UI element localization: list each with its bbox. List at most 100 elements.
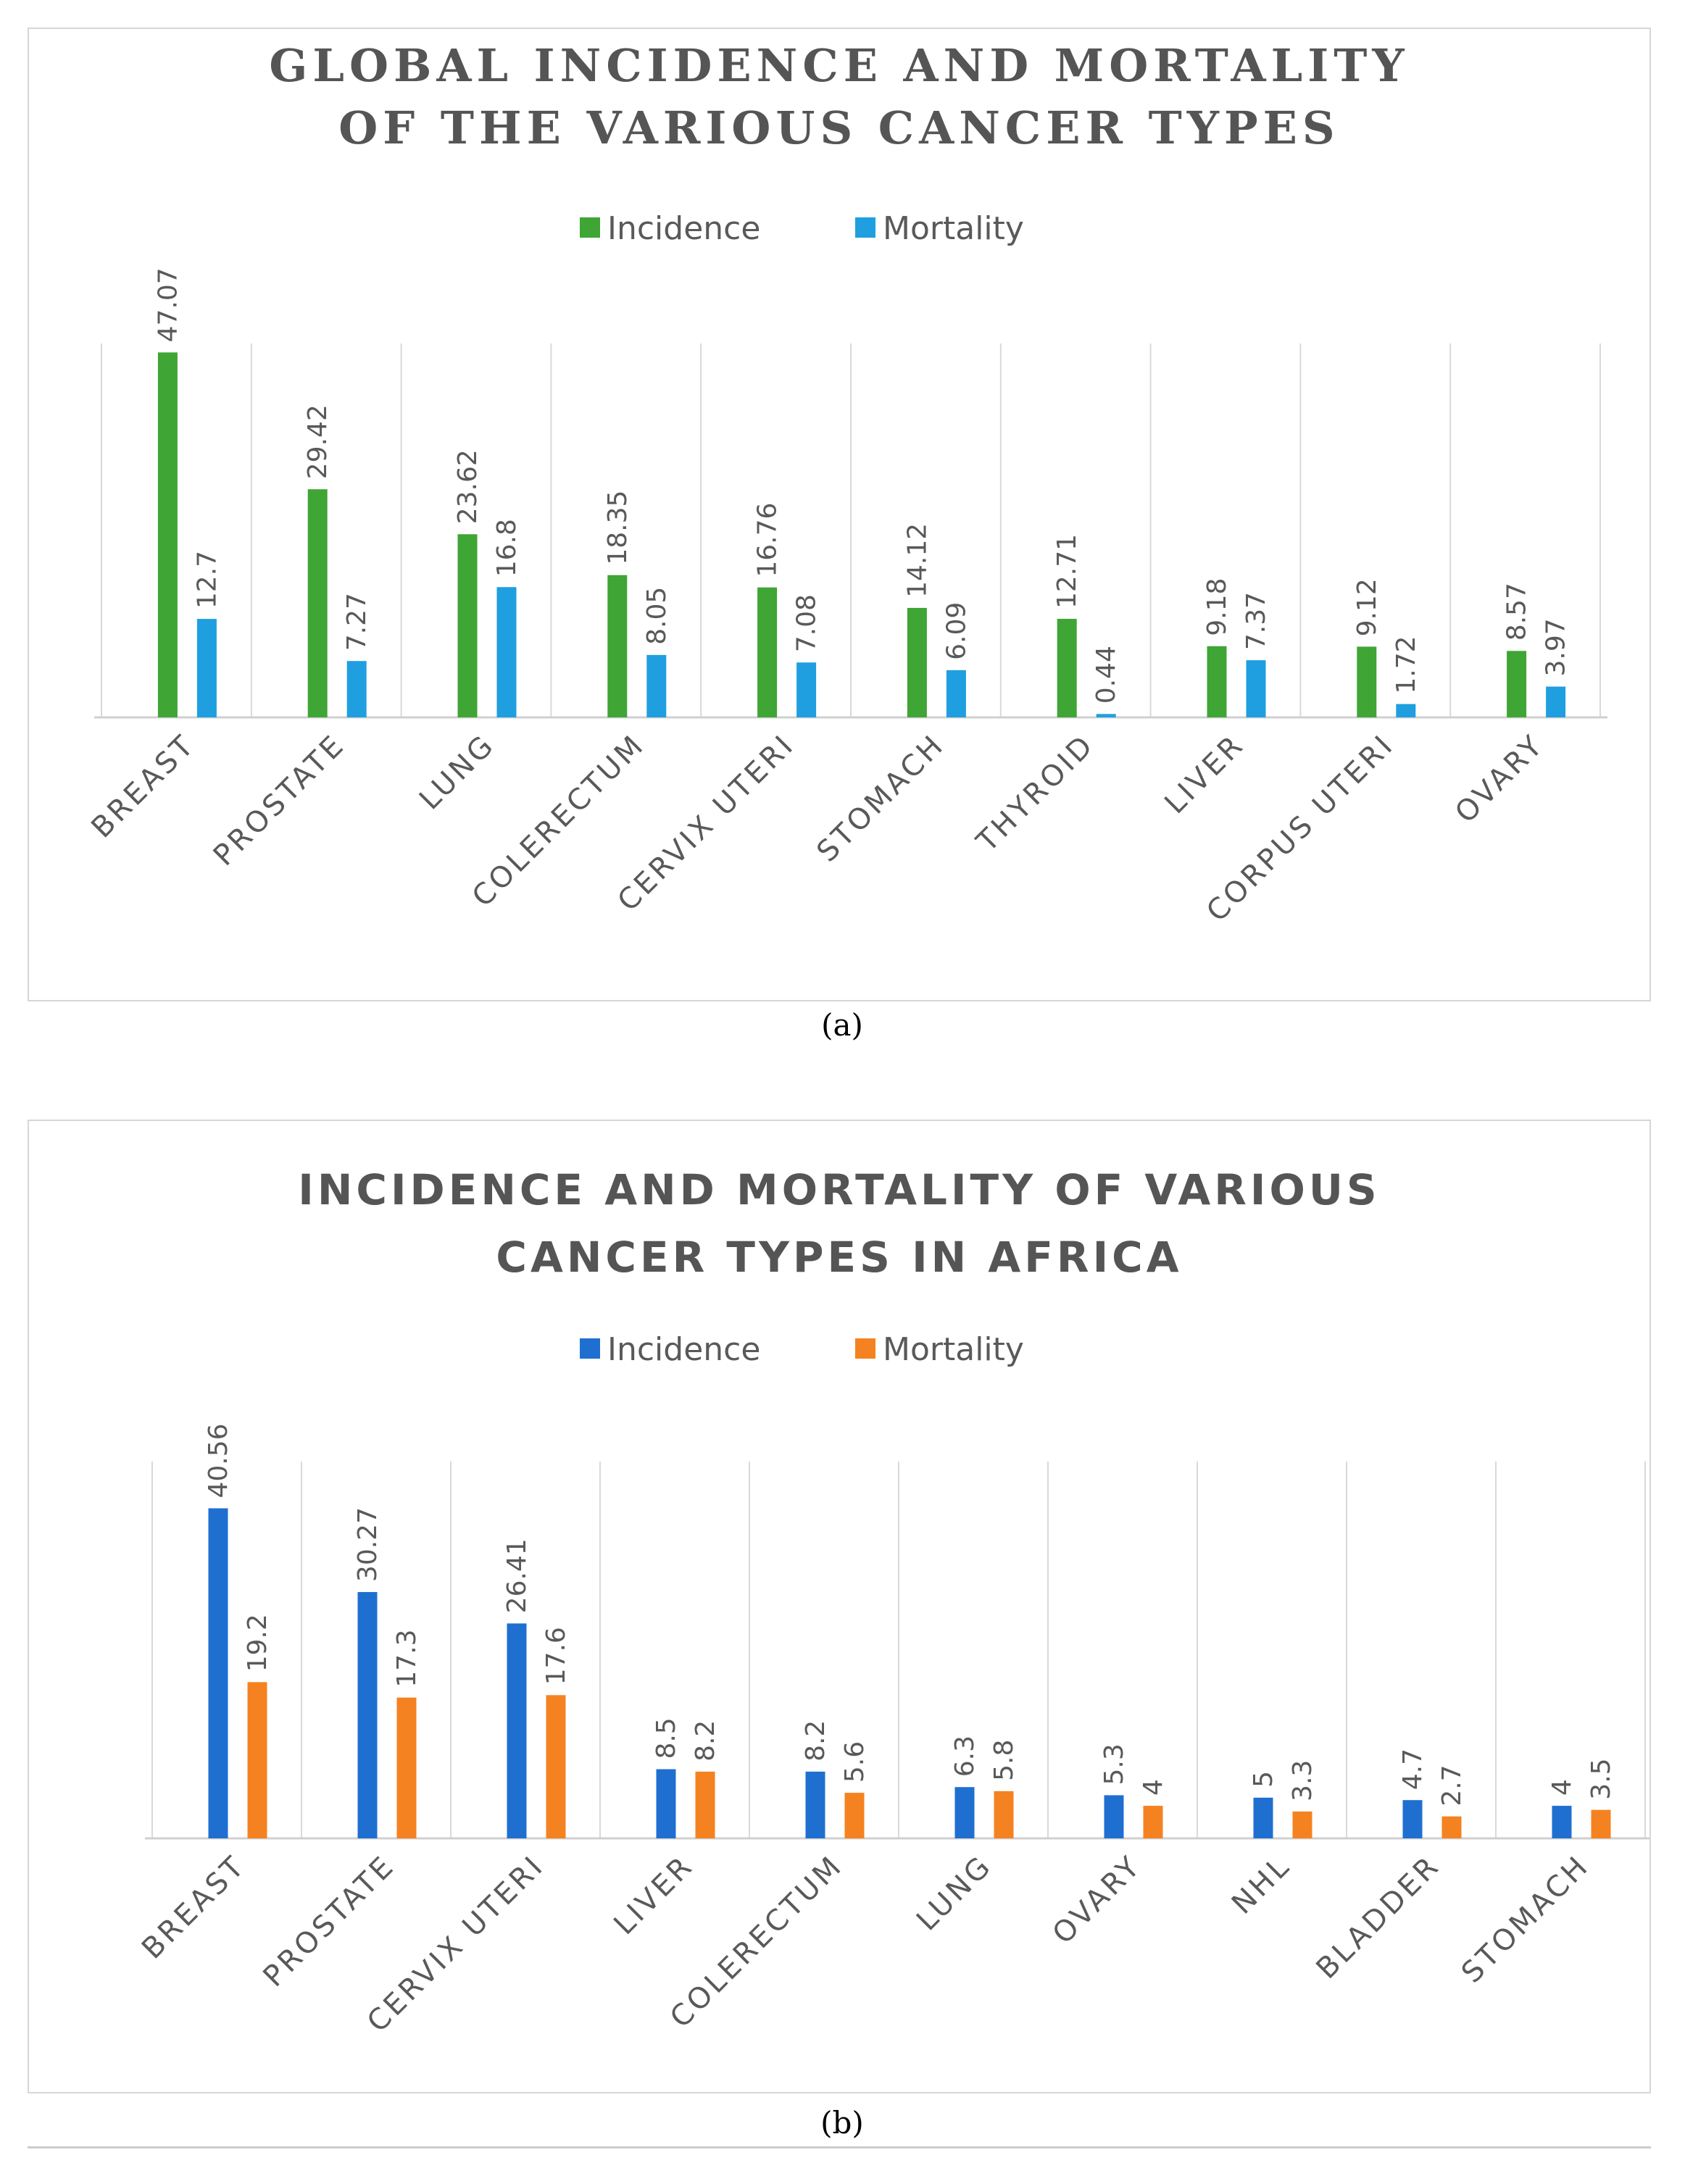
- chart-a-bar-mortality: [1096, 714, 1116, 717]
- chart-b-value-label: 26.41: [502, 1538, 532, 1613]
- chart-a-value-label: 1.72: [1391, 635, 1421, 693]
- chart-a-bar-incidence: [157, 352, 178, 717]
- chart-a-value-label: 12.71: [1052, 534, 1082, 609]
- chart-a-legend-label-incidence: Incidence: [607, 210, 760, 247]
- chart-a-value-label: 47.07: [153, 267, 183, 342]
- chart-b-category-label: OVARY: [1047, 1849, 1148, 1951]
- chart-a-bar-mortality: [496, 587, 517, 717]
- chart-a-value-label: 3.97: [1542, 618, 1571, 676]
- chart-b-bar-mortality: [396, 1697, 417, 1838]
- chart-b-value-label: 4: [1139, 1779, 1168, 1796]
- chart-b-bar-incidence: [1104, 1795, 1124, 1838]
- chart-b-value-label: 5.8: [989, 1740, 1019, 1781]
- chart-a-value-label: 6.09: [941, 602, 971, 660]
- caption-a: (a): [821, 1007, 863, 1043]
- chart-b-legend-label-incidence: Incidence: [607, 1331, 760, 1368]
- chart-a-bar-mortality: [946, 670, 966, 717]
- chart-a-value-label: 23.62: [453, 449, 483, 524]
- chart-a-svg: GLOBAL INCIDENCE AND MORTALITY OF THE VAR…: [85, 39, 1607, 928]
- chart-a-title-line-2: OF THE VARIOUS CANCER TYPES: [338, 101, 1339, 154]
- chart-b-value-label: 5: [1249, 1771, 1278, 1788]
- chart-b-category-label: NHL: [1226, 1849, 1297, 1921]
- chart-panel-b: INCIDENCE AND MORTALITY OF VARIOUS CANCER…: [28, 1120, 1651, 2093]
- chart-a-value-label: 0.44: [1091, 646, 1121, 704]
- bottom-divider: [28, 2146, 1651, 2148]
- chart-b-category-label: BREAST: [136, 1849, 252, 1966]
- chart-a-value-label: 14.12: [902, 523, 932, 598]
- chart-b-bar-incidence: [208, 1508, 228, 1838]
- chart-a-bar-incidence: [457, 534, 478, 717]
- chart-a-bar-mortality: [196, 619, 217, 717]
- chart-a-category-label: STOMACH: [810, 728, 951, 869]
- chart-b-category-label: LUNG: [910, 1849, 999, 1938]
- chart-a-category-label: LIVER: [1158, 728, 1251, 821]
- chart-a-value-label: 8.05: [642, 587, 672, 645]
- chart-b-legend-swatch-incidence: [580, 1338, 600, 1359]
- chart-panel-a: GLOBAL INCIDENCE AND MORTALITY OF THE VAR…: [28, 28, 1651, 1001]
- chart-a-bar-incidence: [1357, 646, 1377, 717]
- chart-a-bar-mortality: [1396, 704, 1416, 717]
- chart-b-value-label: 17.6: [541, 1627, 571, 1685]
- chart-a-category-label: PROSTATE: [207, 728, 351, 872]
- chart-b-value-label: 3.3: [1288, 1760, 1318, 1801]
- chart-b-value-label: 8.2: [801, 1720, 831, 1762]
- chart-a-bar-incidence: [1507, 651, 1527, 717]
- chart-b-bar-mortality: [1591, 1809, 1611, 1838]
- chart-b-category-label: LIVER: [607, 1849, 700, 1942]
- chart-b-bar-mortality: [1292, 1811, 1312, 1838]
- chart-a-bar-mortality: [646, 654, 667, 717]
- chart-b-value-label: 4.7: [1398, 1749, 1428, 1790]
- caption-b: (b): [820, 2105, 864, 2141]
- chart-b-svg: INCIDENCE AND MORTALITY OF VARIOUS CANCER…: [136, 1165, 1649, 2039]
- chart-b-value-label: 3.5: [1586, 1758, 1616, 1799]
- chart-b-legend-swatch-mortality: [855, 1338, 875, 1359]
- chart-b-title-line-2: CANCER TYPES IN AFRICA: [496, 1233, 1182, 1282]
- chart-b-bar-mortality: [844, 1793, 865, 1838]
- chart-b-bar-incidence: [954, 1787, 975, 1838]
- chart-a-bar-incidence: [307, 489, 328, 717]
- chart-a-bar-incidence: [907, 607, 927, 717]
- chart-b-bar-incidence: [357, 1592, 378, 1838]
- chart-a-value-label: 29.42: [303, 404, 333, 479]
- chart-b-value-label: 19.2: [243, 1614, 272, 1672]
- chart-a-bar-mortality: [1246, 660, 1266, 717]
- chart-b-bar-incidence: [507, 1623, 527, 1838]
- chart-b-bar-incidence: [805, 1771, 825, 1838]
- chart-a-bar-incidence: [607, 575, 628, 717]
- chart-b-bar-incidence: [1402, 1800, 1423, 1838]
- chart-a-value-label: 18.35: [603, 491, 633, 565]
- chart-a-bar-incidence: [757, 587, 778, 717]
- chart-a-bar-mortality: [796, 662, 817, 717]
- chart-b-bar-mortality: [994, 1791, 1014, 1838]
- chart-a-legend-swatch-incidence: [580, 217, 600, 238]
- chart-b-bar-incidence: [1552, 1806, 1572, 1838]
- chart-a-value-label: 7.37: [1241, 592, 1271, 650]
- chart-a-category-label: BREAST: [85, 728, 201, 845]
- chart-b-value-label: 2.7: [1437, 1764, 1467, 1806]
- chart-b-bar-mortality: [247, 1682, 267, 1838]
- chart-b-value-label: 40.56: [204, 1423, 233, 1498]
- chart-b-title-line-1: INCIDENCE AND MORTALITY OF VARIOUS: [298, 1165, 1380, 1214]
- chart-b-category-label: STOMACH: [1455, 1849, 1596, 1990]
- chart-a-category-label: OVARY: [1449, 728, 1550, 830]
- chart-a-value-label: 7.27: [342, 593, 372, 651]
- chart-b-value-label: 8.5: [652, 1717, 681, 1759]
- chart-b-bar-mortality: [546, 1695, 566, 1838]
- chart-a-value-label: 7.08: [792, 594, 822, 652]
- chart-a-bar-incidence: [1057, 619, 1077, 717]
- chart-a-bar-mortality: [346, 661, 367, 717]
- chart-a-bar-incidence: [1207, 646, 1227, 717]
- chart-a-value-label: 9.18: [1202, 578, 1232, 636]
- chart-b-bar-incidence: [1253, 1797, 1273, 1838]
- chart-a-bar-mortality: [1546, 686, 1566, 717]
- chart-b-bar-mortality: [695, 1771, 715, 1838]
- chart-a-value-label: 8.57: [1502, 583, 1532, 641]
- chart-b-bar-mortality: [1441, 1816, 1462, 1838]
- chart-a-legend-label-mortality: Mortality: [883, 210, 1024, 247]
- chart-a-value-label: 16.8: [492, 519, 522, 577]
- chart-b-value-label: 5.6: [840, 1741, 870, 1783]
- chart-b-value-label: 5.3: [1099, 1743, 1129, 1785]
- chart-b-legend-label-mortality: Mortality: [883, 1331, 1024, 1368]
- chart-a-value-label: 16.76: [753, 503, 783, 578]
- chart-b-value-label: 4: [1547, 1779, 1577, 1796]
